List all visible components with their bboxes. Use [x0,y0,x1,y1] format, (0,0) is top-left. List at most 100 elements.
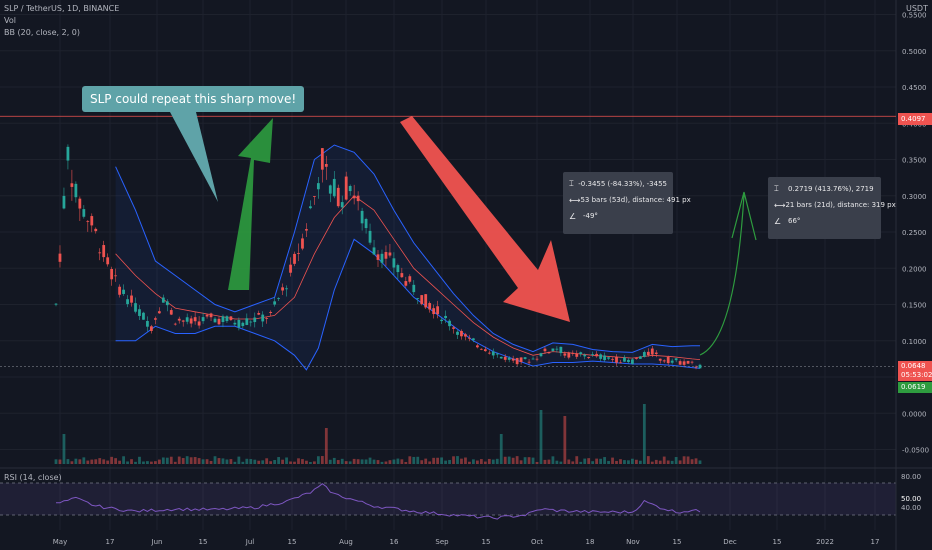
volume-bar [78,459,82,464]
candle-body [392,258,396,268]
volume-bar [638,460,642,464]
candle-body [165,301,169,306]
volume-legend[interactable]: Vol [4,16,16,25]
bb-lower-price-tag: 0.0619 [898,382,932,393]
rsi-upper-tag: 80.00 [901,473,922,481]
volume-bar [118,460,121,464]
candle-body [682,361,686,365]
volume-bar [313,461,316,464]
volume-bar [130,459,133,464]
volume-bar [98,458,102,464]
measure-change: -0.3455 (-84.33%), -3455 [578,180,667,188]
volume-bar [551,456,555,464]
volume-bar [412,456,416,464]
candle-body [555,348,559,350]
height-icon: ⌶ [774,184,779,193]
bollinger-lower [115,238,701,371]
candle-body [146,321,149,327]
rsi-band [0,483,896,515]
volume-bar [547,459,551,464]
volume-bar [650,461,654,464]
candle-body [666,356,670,364]
y-tick-label: 0.1000 [902,338,927,346]
rsi-legend[interactable]: RSI (14, close) [4,473,62,482]
volume-bar [153,461,157,464]
volume-bar [122,456,125,464]
x-tick-label: 17 [106,538,115,546]
volume-bar [563,416,567,464]
candle-body [444,315,447,319]
candle-body [487,352,491,354]
volume-bar [181,458,185,464]
volume-bar [607,460,610,464]
volume-bar [543,459,547,464]
candle-body [293,253,296,264]
volume-bar [225,459,229,464]
volume-bar [70,461,74,464]
volume-bar [58,459,62,464]
candle-body [352,195,356,199]
volume-bar [432,457,436,464]
volume-bar [376,460,380,464]
volume-bar [293,461,296,464]
volume-bar [595,458,599,464]
callout-note[interactable]: SLP could repeat this sharp move! [82,86,305,112]
volume-bar [114,458,118,464]
candle-body [611,358,614,360]
candle-body [98,252,102,254]
symbol-legend[interactable]: SLP / TetherUS, 1D, BINANCE [4,4,120,13]
volume-bar [380,461,384,464]
currency-label: USDT [906,4,928,13]
volume-bar [666,460,670,464]
candle-body [169,310,173,315]
width-icon: ⟷ [569,195,581,205]
candle-body [535,358,539,360]
bb-legend[interactable]: BB (20, close, 2, 0) [4,28,80,37]
candle-body [631,359,634,364]
current-price-tag: 0.0648 05:53:02 [898,361,932,381]
candle-body [213,318,217,323]
measure-box-down[interactable]: ⌶ -0.3455 (-84.33%), -3455 ⟷ 53 bars (53d)… [563,172,691,234]
x-tick-label: Oct [531,538,543,546]
time-axis: May 17 Jun 15 Jul 15 Aug 16 Sep 15 Oct 18 Nov 15 Dec 15… [53,538,880,546]
candle-body [420,295,424,305]
height-icon: ⌶ [569,179,574,188]
candle-body [94,228,98,232]
candle-body [70,183,74,187]
volume-bar [674,457,678,464]
y-tick-label: 0.5000 [902,48,927,56]
bollinger-basis [115,195,701,360]
volume-bar [360,459,364,464]
volume-bar [126,461,129,464]
volume-bar [185,456,189,464]
volume-bar [539,410,543,464]
volume-bar [94,459,98,464]
candle-body [440,319,443,322]
candle-body [543,348,547,352]
volume-bar [571,461,575,464]
volume-bar [241,461,245,464]
width-icon: ⟷ [774,200,786,210]
candle-body [340,202,344,208]
volume-bar [356,459,360,464]
measure-bars: 21 bars (21d), distance: 319 px [785,201,896,209]
volume-bar [229,459,233,464]
volume-bar [396,458,400,464]
volume-bar [662,456,666,464]
volume-bar [404,461,408,464]
volume-bar [344,461,348,464]
volume-bar [452,456,455,464]
volume-bar [213,456,217,464]
volume-bar [352,458,356,464]
candle-body [396,265,400,273]
volume-bar [285,457,288,464]
measure-box-up[interactable]: ⌶ 0.2719 (413.76%), 2719 ⟷ 21 bars (21d), … [768,177,896,239]
candle-body [360,210,364,224]
candle-body [305,229,308,231]
volume-bar [483,461,487,464]
candle-body [495,353,499,355]
volume-bar [249,459,253,464]
green-projection-curve [699,194,745,356]
candle-body [698,364,702,369]
